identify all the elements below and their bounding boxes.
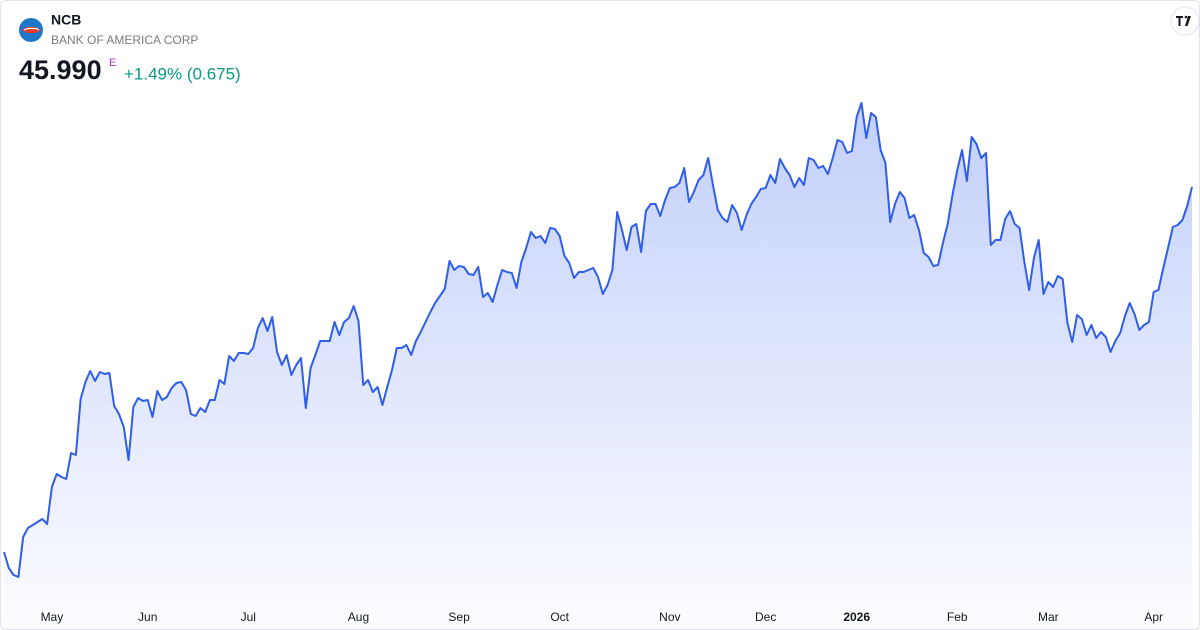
tradingview-logo[interactable] — [1170, 6, 1199, 36]
x-tick-label: Mar — [1038, 610, 1059, 624]
area-fill — [4, 103, 1192, 629]
x-tick-label: Feb — [947, 610, 968, 624]
symbol-logo — [19, 18, 43, 42]
price-badge: E — [109, 57, 116, 69]
x-tick-label: Sep — [448, 610, 470, 624]
symbol: NCB — [51, 12, 81, 28]
x-tick-label: Jun — [138, 610, 157, 624]
x-tick-label: May — [41, 610, 64, 624]
price-change: +1.49% (0.675) — [124, 64, 241, 83]
x-tick-label: Aug — [348, 610, 369, 624]
price: 45.990 — [19, 55, 102, 85]
company-name: BANK OF AMERICA CORP — [51, 33, 198, 47]
x-tick-label: Jul — [241, 610, 256, 624]
x-tick-label: Dec — [755, 610, 776, 624]
x-tick-label: Apr — [1144, 610, 1163, 624]
x-tick-label: 2026 — [843, 610, 870, 624]
price-line — [3, 102, 1193, 578]
x-tick-label: Oct — [550, 610, 569, 624]
x-tick-label: Nov — [659, 610, 680, 624]
